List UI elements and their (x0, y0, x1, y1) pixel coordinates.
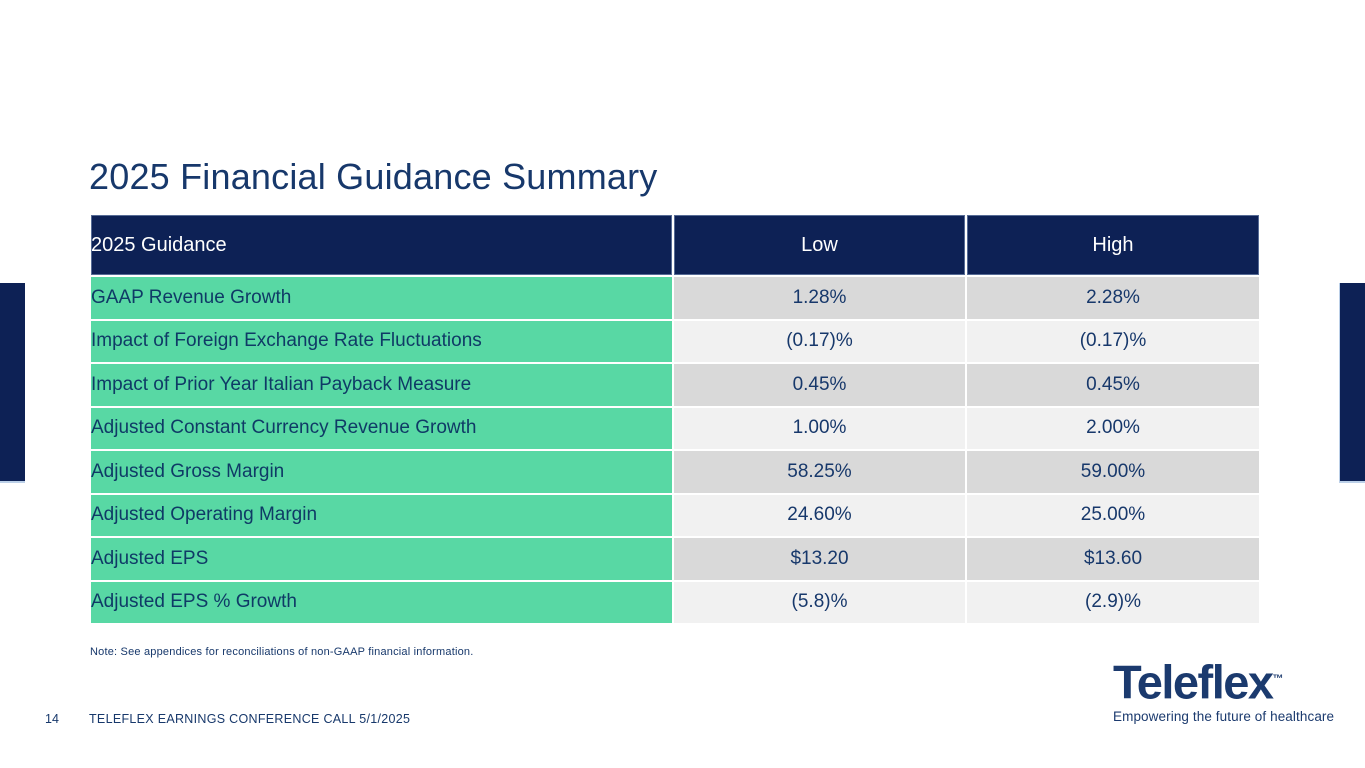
row-low-value: 0.45% (672, 362, 967, 408)
decorative-bar-right (1339, 283, 1365, 483)
row-high-value: (0.17)% (965, 318, 1261, 364)
table-row: GAAP Revenue Growth 1.28% 2.28% (89, 275, 1261, 321)
row-label: Adjusted Gross Margin (89, 449, 674, 495)
row-high-value: 59.00% (965, 449, 1261, 495)
row-low-value: 1.00% (672, 405, 967, 451)
table-row: Impact of Foreign Exchange Rate Fluctuat… (89, 318, 1261, 364)
row-low-value: 1.28% (672, 275, 967, 321)
row-low-value: $13.20 (672, 536, 967, 582)
header-low: Low (672, 213, 967, 277)
teleflex-logo: Teleflex™ Empowering the future of healt… (1113, 654, 1335, 724)
row-label: Adjusted EPS (89, 536, 674, 582)
row-high-value: (2.9)% (965, 579, 1261, 625)
table-row: Adjusted EPS % Growth (5.8)% (2.9)% (89, 579, 1261, 625)
footer-label: TELEFLEX EARNINGS CONFERENCE CALL 5/1/20… (89, 712, 411, 726)
table-row: Impact of Prior Year Italian Payback Mea… (89, 362, 1261, 408)
header-guidance: 2025 Guidance (89, 213, 674, 277)
row-label: Impact of Prior Year Italian Payback Mea… (89, 362, 674, 408)
table-row: Adjusted Operating Margin 24.60% 25.00% (89, 492, 1261, 538)
page-number: 14 (45, 712, 59, 726)
row-label: Impact of Foreign Exchange Rate Fluctuat… (89, 318, 674, 364)
row-high-value: $13.60 (965, 536, 1261, 582)
row-low-value: 58.25% (672, 449, 967, 495)
slide-title: 2025 Financial Guidance Summary (89, 156, 658, 197)
header-high: High (965, 213, 1261, 277)
table-row: Adjusted Constant Currency Revenue Growt… (89, 405, 1261, 451)
row-low-value: (5.8)% (672, 579, 967, 625)
row-high-value: 2.28% (965, 275, 1261, 321)
table-row: Adjusted Gross Margin 58.25% 59.00% (89, 449, 1261, 495)
row-low-value: (0.17)% (672, 318, 967, 364)
row-label: GAAP Revenue Growth (89, 275, 674, 321)
row-low-value: 24.60% (672, 492, 967, 538)
trademark-symbol: ™ (1272, 673, 1284, 685)
brand-name: Teleflex (1113, 655, 1274, 709)
row-label: Adjusted Constant Currency Revenue Growt… (89, 405, 674, 451)
table-header-row: 2025 Guidance Low High (89, 213, 1261, 277)
row-high-value: 0.45% (965, 362, 1261, 408)
table-row: Adjusted EPS $13.20 $13.60 (89, 536, 1261, 582)
guidance-table: 2025 Guidance Low High GAAP Revenue Grow… (89, 213, 1261, 625)
row-high-value: 25.00% (965, 492, 1261, 538)
decorative-bar-left (0, 283, 25, 483)
row-label: Adjusted Operating Margin (89, 492, 674, 538)
logo-tagline: Empowering the future of healthcare (1113, 708, 1335, 724)
footnote: Note: See appendices for reconciliations… (90, 646, 474, 658)
row-label: Adjusted EPS % Growth (89, 579, 674, 625)
teleflex-wordmark: Teleflex™ (1113, 654, 1328, 708)
row-high-value: 2.00% (965, 405, 1261, 451)
